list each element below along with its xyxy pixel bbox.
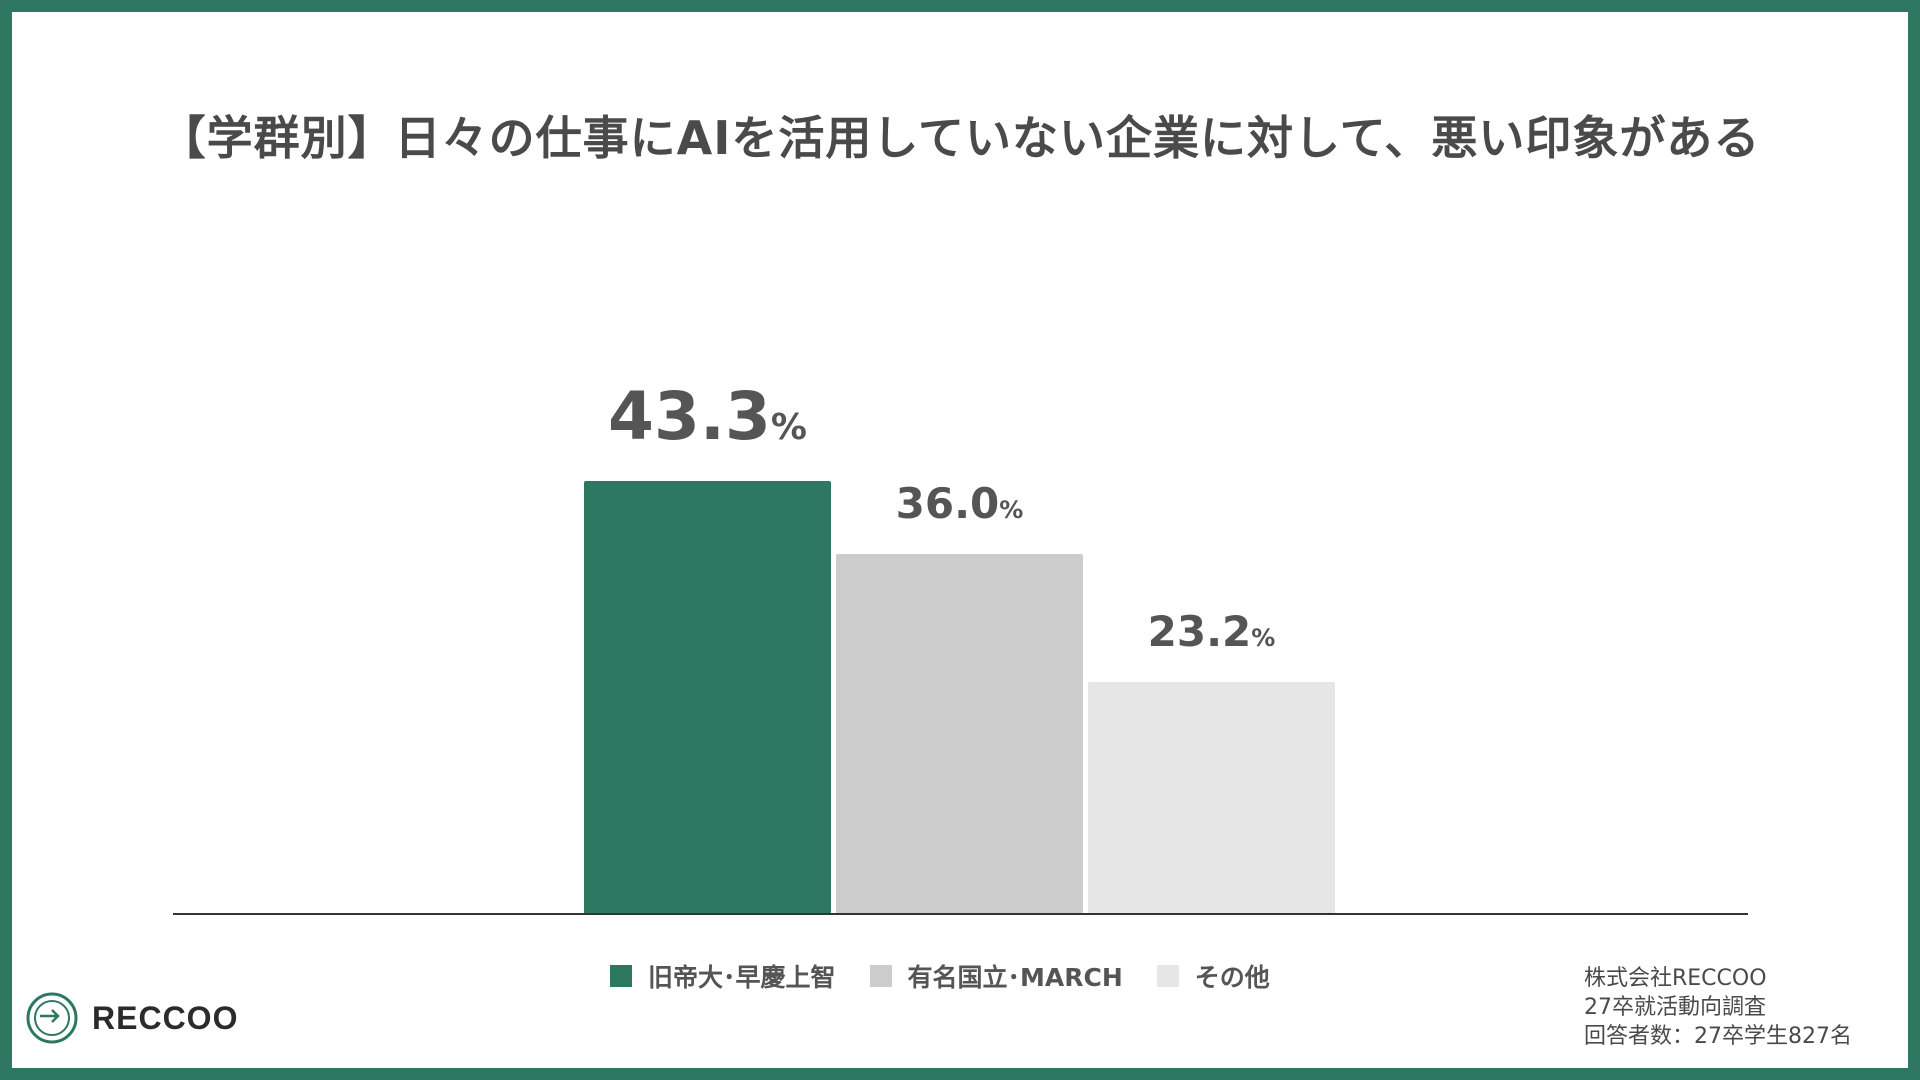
legend-label-kyutei: 旧帝大･早慶上智 — [648, 963, 836, 992]
company-logo: RECCOO — [26, 992, 238, 1044]
logo-text: RECCOO — [92, 999, 239, 1036]
company-name: 株式会社RECCOO — [1584, 966, 1767, 991]
legend-label-other: その他 — [1194, 963, 1270, 992]
data-label-1: 43.3% — [608, 378, 807, 455]
bar-3 — [1088, 682, 1335, 914]
survey-info: 株式会社RECCOO 27卒就活動向調査 回答者数：27卒学生827名 — [1584, 964, 1852, 1051]
legend-label-march: 有名国立･MARCH — [907, 963, 1123, 992]
legend-item-other: その他 — [1156, 958, 1270, 994]
legend: 旧帝大･早慶上智 有名国立･MARCH その他 — [610, 960, 1304, 992]
data-label-2: 36.0% — [896, 479, 1024, 528]
chart-title: 【学群別】日々の仕事にAIを活用していない企業に対して、悪い印象がある — [159, 111, 1761, 165]
bar-2 — [836, 554, 1083, 914]
legend-item-kyutei: 旧帝大･早慶上智 — [610, 958, 836, 994]
bar-1 — [584, 481, 831, 914]
reccoo-logo-icon — [26, 992, 78, 1044]
legend-swatch-other — [1156, 965, 1179, 987]
legend-swatch-kyutei — [610, 965, 632, 987]
data-label-3: 23.2% — [1148, 607, 1276, 656]
survey-name: 27卒就活動向調査 — [1584, 995, 1766, 1020]
legend-item-march: 有名国立･MARCH — [869, 958, 1123, 994]
respondent-count: 回答者数：27卒学生827名 — [1584, 1024, 1852, 1049]
legend-swatch-march — [869, 965, 892, 987]
